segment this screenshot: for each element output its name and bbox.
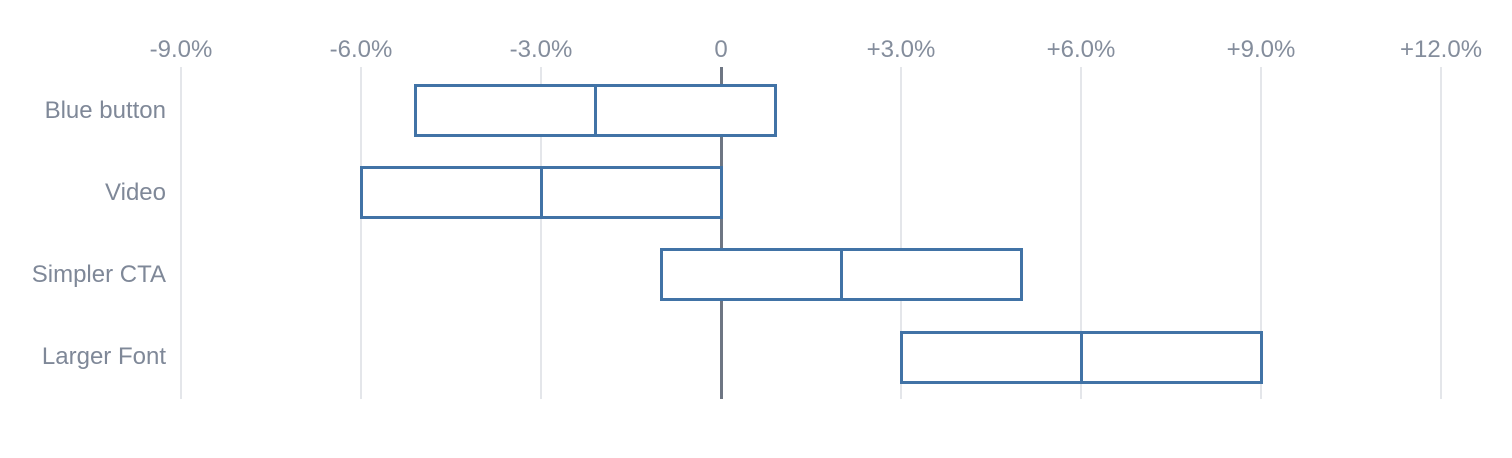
range-box bbox=[659, 248, 1023, 302]
x-tick-label: 0 bbox=[714, 36, 728, 63]
gridline bbox=[180, 67, 182, 399]
median-line bbox=[593, 84, 597, 137]
x-tick-label: -6.0% bbox=[329, 36, 393, 63]
gridline bbox=[1440, 67, 1442, 399]
x-tick-label: +6.0% bbox=[1046, 36, 1116, 63]
median-line bbox=[539, 166, 543, 220]
gridline bbox=[360, 67, 362, 399]
range-box bbox=[899, 330, 1263, 384]
gridline bbox=[1080, 67, 1082, 399]
median-line bbox=[839, 248, 843, 302]
range-box bbox=[359, 166, 723, 220]
gridline bbox=[1260, 67, 1262, 399]
x-tick-label: -9.0% bbox=[149, 36, 213, 63]
category-label: Larger Font bbox=[41, 343, 166, 371]
median-line bbox=[1079, 330, 1083, 384]
zero-gridline bbox=[719, 67, 723, 399]
gridline bbox=[900, 67, 902, 399]
category-label: Simpler CTA bbox=[31, 260, 166, 288]
category-label: Blue button bbox=[44, 96, 166, 124]
x-tick-label: +3.0% bbox=[866, 36, 936, 63]
x-tick-label: +9.0% bbox=[1226, 36, 1296, 63]
range-box bbox=[413, 84, 777, 137]
gridline bbox=[540, 67, 542, 399]
x-tick-label: -3.0% bbox=[509, 36, 573, 63]
category-label: Video bbox=[105, 178, 166, 206]
x-tick-label: +12.0% bbox=[1399, 36, 1483, 63]
